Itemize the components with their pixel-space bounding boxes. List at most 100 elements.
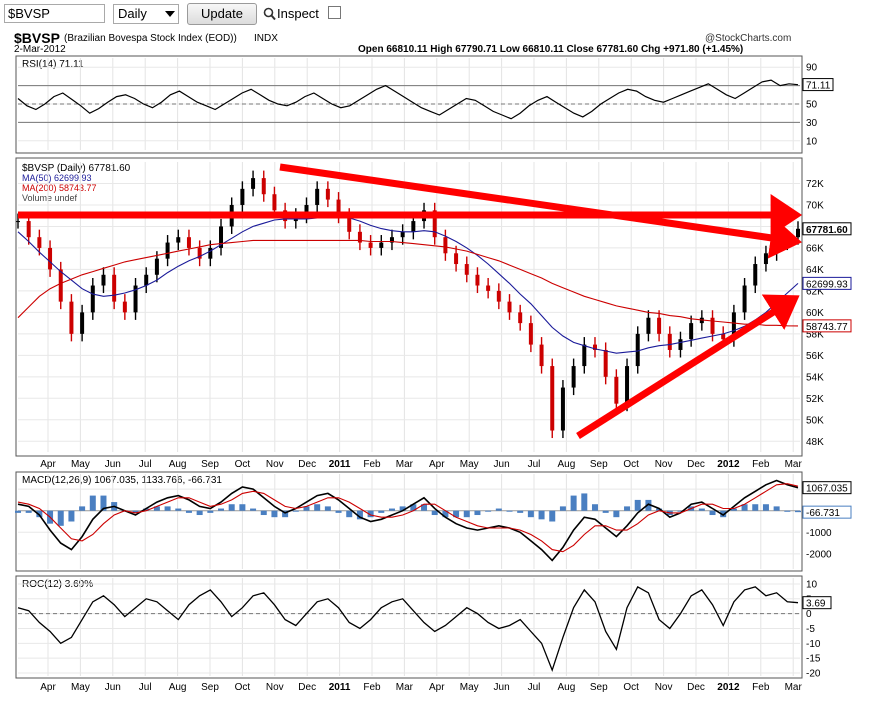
- x-tick-label: Jun: [494, 682, 510, 693]
- last-value-box: [802, 276, 852, 290]
- last-value-label: 67781.60: [806, 225, 848, 236]
- price-candle: [122, 301, 127, 313]
- price-candle: [133, 285, 138, 313]
- y-tick-label: -15: [806, 654, 821, 665]
- price-candle: [186, 237, 191, 248]
- macd-histogram-bar: [570, 495, 577, 511]
- macd-histogram-bar: [25, 510, 32, 513]
- macd-histogram-bar: [591, 504, 598, 511]
- macd-histogram-bar: [175, 508, 182, 511]
- macd-histogram-bar: [581, 493, 588, 511]
- x-tick-label: May: [71, 459, 90, 470]
- last-value-label: 71.11: [806, 81, 831, 92]
- macd-histogram-bar: [795, 510, 801, 513]
- exchange-label: INDX: [254, 33, 278, 44]
- price-candle: [796, 228, 800, 238]
- price-candle: [646, 317, 651, 334]
- macd-histogram-bar: [79, 506, 86, 511]
- price-candle: [379, 242, 384, 248]
- uptrend-arrow: [576, 294, 800, 439]
- last-value-label: 62699.93: [806, 279, 848, 290]
- roc-panel-frame: [15, 575, 803, 679]
- macd-histogram-bar: [89, 495, 96, 511]
- macd-histogram-bar: [132, 510, 139, 513]
- macd-histogram-bar: [239, 504, 246, 511]
- last-value-box: [802, 319, 852, 333]
- price-candle: [443, 237, 448, 254]
- macd-histogram-bar: [559, 506, 566, 511]
- macd-histogram-bar: [57, 510, 64, 526]
- macd-histogram-bar: [645, 499, 652, 511]
- last-value-box: [802, 78, 834, 92]
- y-tick-label: -2000: [806, 549, 832, 560]
- macd-histogram-bar: [314, 504, 321, 511]
- y-tick-label: 64K: [806, 265, 824, 276]
- roc-line: [17, 586, 799, 673]
- price-candle: [763, 253, 768, 265]
- macd-panel-frame: [15, 471, 803, 572]
- stockcharts-credit: @StockCharts.com: [705, 33, 792, 44]
- macd-histogram-bar: [218, 508, 225, 511]
- symbol-input[interactable]: [4, 4, 105, 23]
- update-button[interactable]: Update: [187, 3, 257, 25]
- macd-histogram-bar: [282, 510, 289, 518]
- macd-histogram-bar: [303, 506, 310, 511]
- x-tick-label: Dec: [298, 459, 316, 470]
- series-layer: [15, 79, 801, 673]
- macd-histogram-bar: [677, 510, 684, 512]
- price-candle: [112, 274, 117, 302]
- macd-histogram-bar: [335, 510, 342, 513]
- y-tick-label: 30: [806, 118, 818, 129]
- price-candle: [592, 344, 597, 350]
- last-value-labels: 67781.60 62699.93 58743.77 1067.035 -66.731 3…: [802, 78, 852, 610]
- inspect-checkbox[interactable]: [328, 6, 341, 19]
- y-tick-label: 90: [806, 63, 818, 74]
- macd-histogram-bar: [506, 510, 513, 512]
- x-tick-label: Dec: [687, 459, 705, 470]
- last-value-label: 3.69: [806, 599, 826, 610]
- period-select[interactable]: Daily: [113, 4, 179, 24]
- x-tick-label: Dec: [687, 682, 705, 693]
- y-tick-label: 10: [806, 579, 818, 590]
- price-candle: [689, 323, 694, 340]
- macd-histogram-bar: [143, 508, 150, 511]
- price-candle: [58, 269, 63, 302]
- price-candle: [325, 188, 330, 200]
- price-candle: [251, 178, 256, 189]
- macd-histogram-bar: [164, 506, 171, 511]
- price-candle: [625, 366, 630, 404]
- y-tick-label: -20: [806, 669, 821, 680]
- price-candle: [571, 366, 576, 388]
- y-tick-label: 60K: [806, 308, 824, 319]
- x-tick-label: Dec: [298, 682, 316, 693]
- price-candle: [165, 242, 170, 259]
- x-tick-label: Feb: [752, 459, 770, 470]
- y-tick-label: 50: [806, 100, 818, 111]
- macd-histogram-bar: [378, 510, 385, 513]
- x-tick-label: Feb: [752, 682, 770, 693]
- price-candle: [411, 221, 416, 232]
- price-candle: [347, 215, 352, 232]
- price-candle: [486, 285, 491, 291]
- price-candle: [154, 258, 159, 275]
- macd-histogram-bar: [100, 495, 107, 511]
- x-tick-label: Sep: [590, 682, 608, 693]
- price-candle: [219, 226, 224, 248]
- y-tick-label: 0: [806, 609, 812, 620]
- x-tick-label: Aug: [558, 459, 576, 470]
- macd-histogram-bar: [421, 504, 428, 511]
- macd-histogram-bar: [634, 499, 641, 511]
- macd-histogram-bar: [602, 510, 609, 513]
- y-tick-label: 52K: [806, 394, 824, 405]
- price-candle: [731, 312, 736, 340]
- downtrend-arrow: [279, 163, 802, 259]
- last-value-box: [802, 596, 832, 610]
- x-tick-label: Mar: [396, 459, 414, 470]
- ma50-line: [17, 215, 799, 354]
- x-tick-label: Oct: [235, 459, 251, 470]
- last-value-box: [802, 481, 852, 495]
- x-tick-label: 2012: [717, 459, 740, 470]
- x-tick-label: Mar: [396, 682, 414, 693]
- symbol-name: (Brazilian Bovespa Stock Index (EOD)): [64, 33, 237, 44]
- price-candle: [496, 290, 501, 302]
